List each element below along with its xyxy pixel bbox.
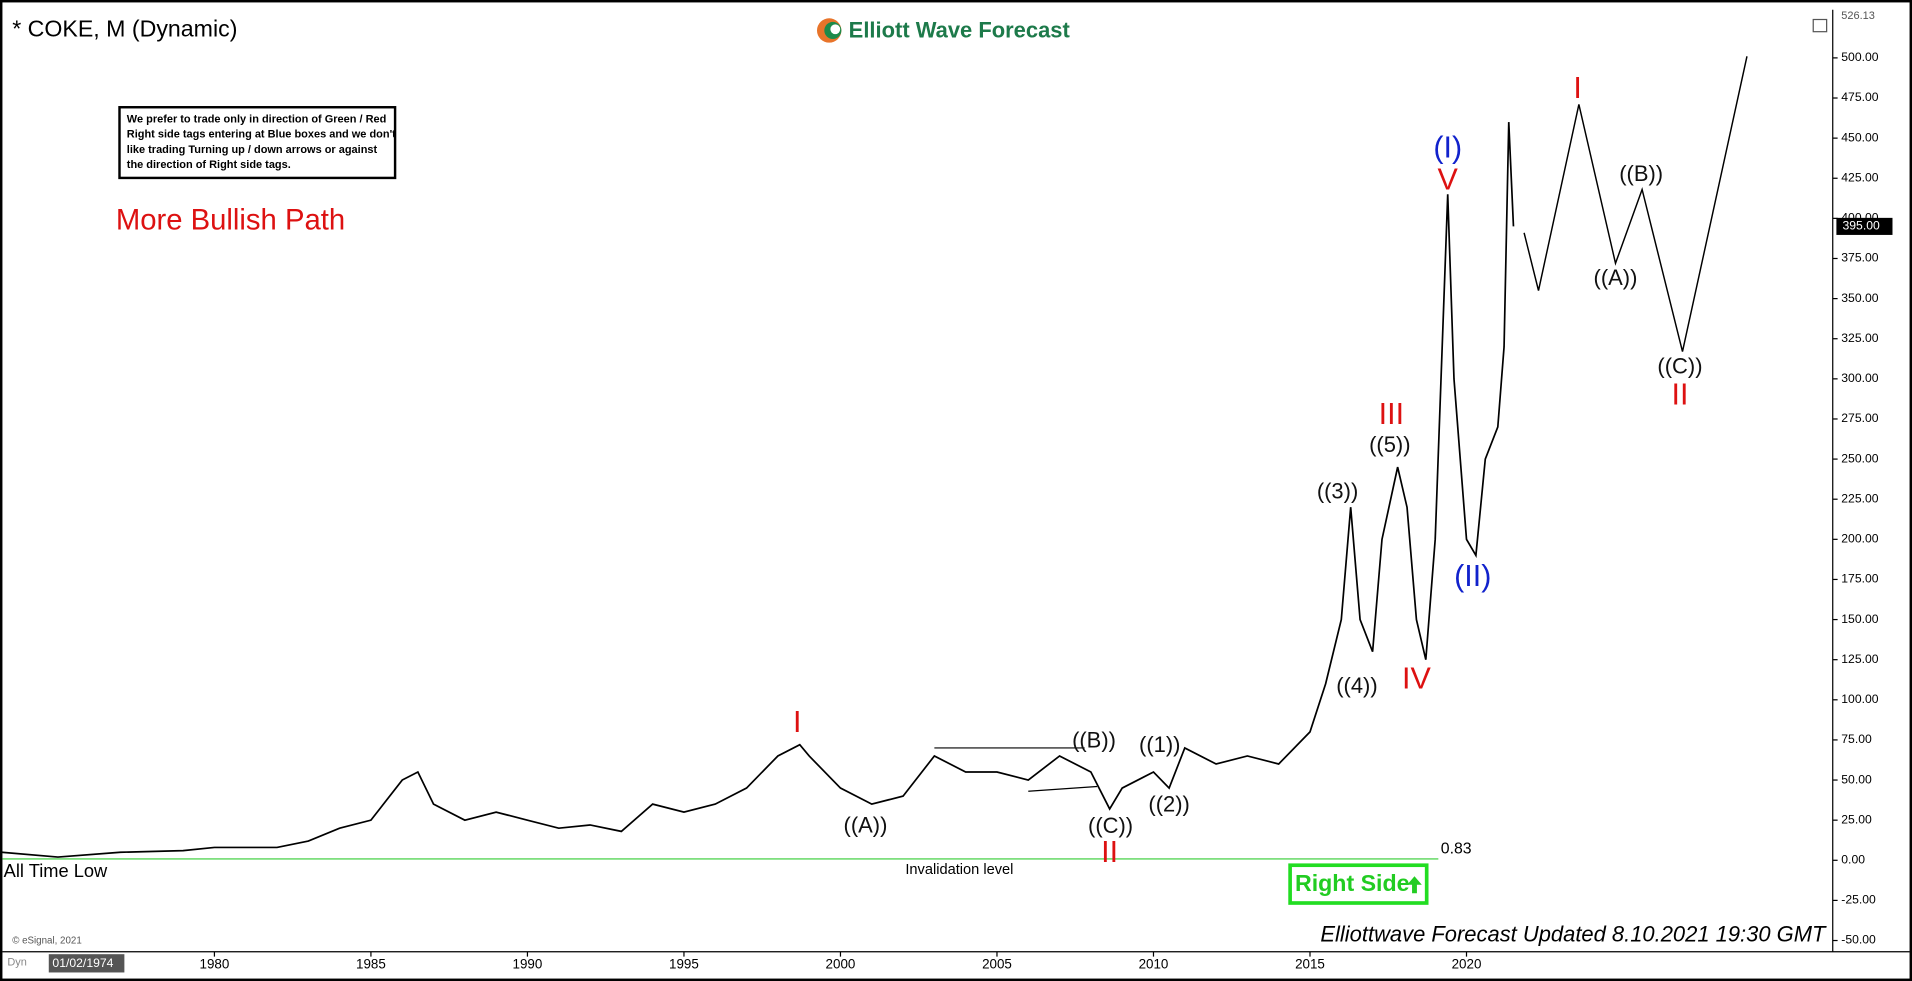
- start-date: 01/02/1974: [52, 956, 113, 970]
- y-tick-label: 375.00: [1841, 251, 1879, 265]
- y-tick-label: 200.00: [1841, 532, 1879, 546]
- note-line: the direction of Right side tags.: [127, 159, 291, 171]
- wave-label: I: [793, 705, 801, 739]
- footer: Elliottwave Forecast Updated 8.10.2021 1…: [1320, 922, 1827, 947]
- wave-label: ((A)): [1594, 265, 1638, 290]
- y-tick-label: 175.00: [1841, 572, 1879, 586]
- note-line: Right side tags entering at Blue boxes a…: [127, 129, 396, 141]
- y-tick-label: 425.00: [1841, 170, 1879, 184]
- logo: Elliott Wave Forecast: [816, 17, 1071, 43]
- y-tick-label: 75.00: [1841, 732, 1872, 746]
- note-box: [118, 106, 397, 180]
- wave-label: ((C)): [1657, 353, 1702, 378]
- y-tick-label: 500.00: [1841, 50, 1879, 64]
- brand: Elliott Wave Forecast: [849, 17, 1071, 42]
- x-tick-label: 1985: [356, 957, 386, 972]
- dyn-label: Dyn: [7, 957, 27, 969]
- wave-label: II: [1101, 835, 1118, 869]
- right-side-arrow: [1407, 876, 1422, 894]
- y-tick-label: 325.00: [1841, 331, 1879, 345]
- y-tick-label: 225.00: [1841, 491, 1879, 505]
- copyright: © eSignal, 2021: [12, 935, 82, 946]
- x-tick-label: 1995: [669, 957, 699, 972]
- wave-label: ((3)): [1317, 479, 1358, 504]
- wave-label: ((1)): [1139, 732, 1180, 757]
- note-line: like trading Turning up / down arrows or…: [127, 144, 378, 156]
- wave-label: ((C)): [1088, 813, 1133, 838]
- wave-label: III: [1379, 397, 1404, 431]
- last-price-box: [1836, 217, 1893, 235]
- last-price-label: 395.00: [1842, 219, 1880, 233]
- note-line: We prefer to trade only in direction of …: [127, 113, 387, 125]
- right-side-label: Right Side: [1295, 870, 1410, 896]
- invalidation-value: 0.83: [1441, 840, 1472, 857]
- y-max-label: 526.13: [1841, 10, 1875, 22]
- x-tick-label: 2000: [826, 957, 856, 972]
- y-tick-label: 275.00: [1841, 411, 1879, 425]
- wave-label: ((B)): [1619, 161, 1663, 186]
- wave-label: V: [1438, 163, 1459, 197]
- wave-label: ((4)): [1336, 673, 1377, 698]
- y-tick-label: 300.00: [1841, 371, 1879, 385]
- wave-label: (II): [1454, 559, 1491, 593]
- wave-label: IV: [1402, 662, 1431, 696]
- trendline: [1028, 785, 1098, 792]
- invalidation-text: Invalidation level: [905, 862, 1013, 878]
- window-button[interactable]: [1812, 18, 1828, 33]
- y-tick-label: 450.00: [1841, 130, 1879, 144]
- y-tick-label: 50.00: [1841, 772, 1872, 786]
- y-tick-label: 475.00: [1841, 90, 1879, 104]
- y-tick-label: 125.00: [1841, 652, 1879, 666]
- x-tick-label: 2010: [1139, 957, 1169, 972]
- start-date-box: [48, 954, 125, 973]
- x-tick-label: 2005: [982, 957, 1012, 972]
- x-tick-label: 2015: [1295, 957, 1325, 972]
- y-tick-label: 25.00: [1841, 812, 1872, 826]
- wave-label: ((A)): [844, 812, 888, 837]
- x-tick-label: 2020: [1452, 957, 1482, 972]
- chart-title: * COKE, M (Dynamic): [12, 16, 237, 42]
- projection-line: [1523, 56, 1748, 352]
- subtitle: More Bullish Path: [116, 205, 345, 237]
- x-tick-label: 1990: [513, 957, 543, 972]
- y-tick-label: 150.00: [1841, 612, 1879, 626]
- note: We prefer to trade only in direction of …: [127, 113, 396, 171]
- wave-label: (I): [1433, 130, 1462, 164]
- y-tick-label: 100.00: [1841, 692, 1879, 706]
- y-tick-label: 0.00: [1841, 853, 1865, 867]
- right-side-box: [1288, 863, 1429, 905]
- all-time-low: All Time Low: [4, 860, 108, 881]
- wave-label: I: [1573, 71, 1581, 105]
- y-tick-label: 250.00: [1841, 451, 1879, 465]
- x-tick-label: 1980: [200, 957, 230, 972]
- wave-label: II: [1672, 378, 1689, 412]
- y-tick-label: -25.00: [1841, 893, 1876, 907]
- y-tick-label: -50.00: [1841, 933, 1876, 947]
- wave-label: ((5)): [1369, 432, 1410, 457]
- logo-icon-core: [830, 24, 841, 35]
- y-tick-label: 350.00: [1841, 291, 1879, 305]
- price-line: [1, 122, 1515, 858]
- wave-label: ((B)): [1072, 727, 1116, 752]
- wave-label: ((2)): [1148, 792, 1189, 817]
